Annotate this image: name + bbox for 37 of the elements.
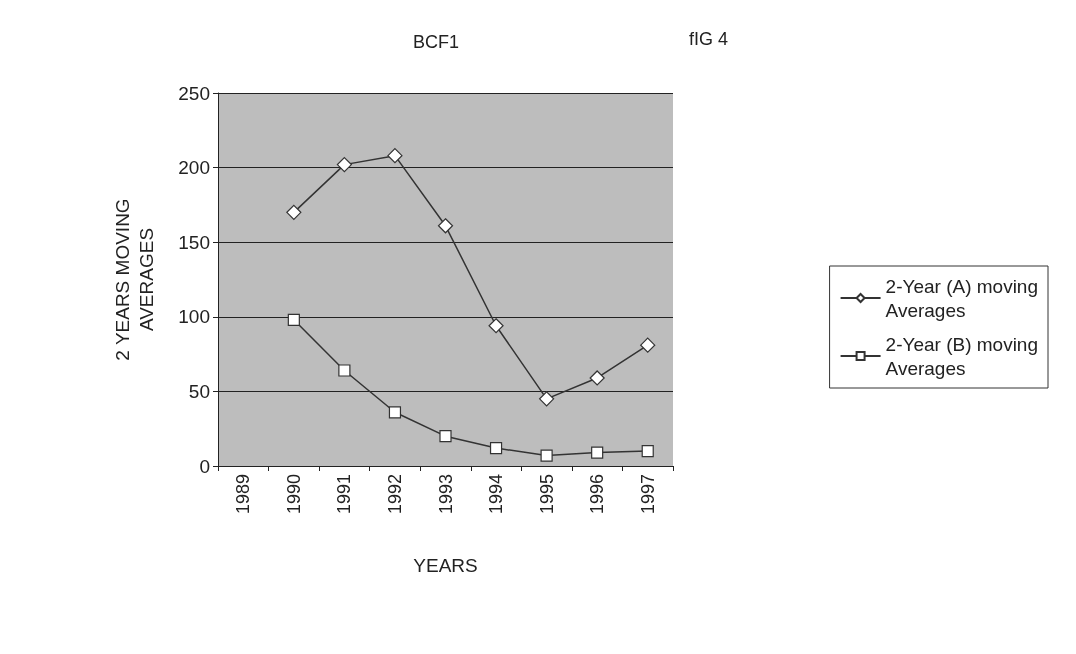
point <box>437 218 454 234</box>
point <box>388 406 402 419</box>
y-tick-label: 0 <box>199 455 210 477</box>
chart-title: BCF1 <box>413 32 460 52</box>
legend-label: 2-Year (A) moving Averages <box>885 275 1038 321</box>
x-tick-label: 1993 <box>435 474 456 515</box>
point <box>439 430 452 443</box>
legend-label: 2-Year (B) moving Averages <box>885 333 1038 379</box>
point <box>589 370 605 386</box>
x-tick-label: 1996 <box>587 474 608 515</box>
y-tick-label: 150 <box>178 231 210 253</box>
point <box>387 148 403 164</box>
point <box>641 444 654 458</box>
y-axis-title: 2 YEARS MOVING AVERAGES <box>111 198 157 361</box>
point <box>540 449 553 462</box>
caption: fIG 4 <box>688 29 728 49</box>
point <box>488 318 504 334</box>
y-tick-label: 100 <box>178 306 210 328</box>
x-tick-label: 1997 <box>637 474 658 515</box>
x-tick-label: 1990 <box>283 474 304 515</box>
point <box>489 442 503 455</box>
x-axis-title: YEARS <box>413 555 478 576</box>
y-tick-label: 50 <box>188 380 210 402</box>
x-tick-label: 1989 <box>233 474 254 515</box>
point <box>539 391 555 407</box>
y-tick-label: 250 <box>178 82 210 104</box>
x-tick-label: 1995 <box>536 474 557 515</box>
y-tick-label: 200 <box>178 157 210 179</box>
x-tick-label: 1992 <box>384 474 405 515</box>
x-tick-label: 1994 <box>486 474 507 515</box>
point <box>338 364 351 377</box>
point <box>591 446 604 459</box>
point <box>336 157 352 173</box>
point <box>286 204 302 220</box>
x-tick-label: 1991 <box>334 474 355 515</box>
point <box>640 337 656 353</box>
point <box>287 313 300 326</box>
